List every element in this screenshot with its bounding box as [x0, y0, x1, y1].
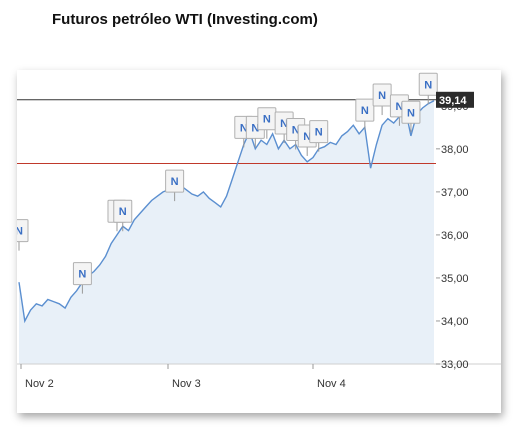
- news-flag-label: N: [292, 124, 300, 136]
- news-flag-label: N: [263, 114, 271, 126]
- news-flag-label: N: [171, 176, 179, 188]
- news-flag-label: N: [17, 226, 23, 238]
- y-tick-label: 34,00: [441, 316, 469, 328]
- news-flag[interactable]: N: [309, 120, 329, 152]
- news-flag-label: N: [119, 206, 127, 218]
- news-flag[interactable]: N: [165, 169, 185, 202]
- y-tick-label: 37,00: [441, 187, 469, 199]
- news-flag-label: N: [240, 122, 248, 134]
- chart-frame: NNNNNNNNNNNNNNNNN 39,0038,0037,0036,0035…: [17, 70, 501, 413]
- news-flag-label: N: [407, 107, 415, 119]
- current-price-box: [436, 91, 474, 108]
- news-flag[interactable]: N: [401, 100, 421, 133]
- series-area-fill: [19, 100, 434, 364]
- x-tick-label: Nov 4: [317, 378, 346, 390]
- current-price-label: 39,14: [439, 95, 467, 107]
- y-tick-label: 38,00: [441, 144, 469, 156]
- news-flag[interactable]: N: [113, 199, 133, 232]
- x-tick-label: Nov 2: [25, 378, 54, 390]
- news-flag-label: N: [361, 105, 369, 117]
- news-flag[interactable]: N: [372, 83, 392, 116]
- chart-svg: NNNNNNNNNNNNNNNNN 39,0038,0037,0036,0035…: [17, 72, 501, 390]
- news-flag-label: N: [424, 79, 432, 91]
- y-tick-label: 33,00: [441, 359, 469, 371]
- news-flag[interactable]: N: [17, 219, 29, 251]
- news-flag[interactable]: N: [418, 72, 438, 105]
- news-flag-label: N: [280, 118, 288, 130]
- y-tick-label: 36,00: [441, 230, 469, 242]
- y-tick-label: 35,00: [441, 273, 469, 285]
- news-flag-label: N: [303, 131, 311, 143]
- news-flag-label: N: [315, 127, 323, 139]
- news-flag-label: N: [251, 122, 259, 134]
- chart-title: Futuros petróleo WTI (Investing.com): [52, 11, 318, 28]
- news-flag-label: N: [395, 101, 403, 113]
- news-flag[interactable]: N: [72, 262, 92, 294]
- news-flag-label: N: [78, 269, 86, 281]
- news-flag[interactable]: N: [355, 98, 375, 131]
- news-flag-label: N: [378, 90, 386, 102]
- x-tick-label: Nov 3: [172, 378, 201, 390]
